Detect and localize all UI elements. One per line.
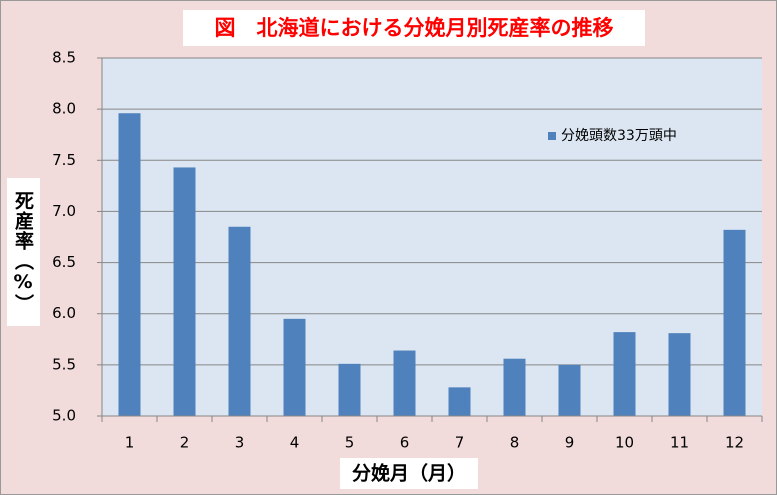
x-tick-label: 3 [235, 434, 245, 452]
x-tick-label: 12 [725, 434, 744, 452]
bar [558, 364, 581, 416]
y-tick-label: 8.0 [52, 100, 76, 118]
bar [118, 113, 141, 416]
x-tick-label: 6 [400, 434, 410, 452]
x-tick-label: 7 [455, 434, 465, 452]
bar [393, 350, 416, 416]
plot-area [102, 58, 762, 416]
y-tick-label: 5.0 [52, 407, 76, 425]
x-tick-label: 1 [125, 434, 135, 452]
bar [613, 332, 636, 416]
x-axis-label: 分娩月（月） [352, 462, 466, 485]
bar [338, 363, 361, 416]
legend-label: 分娩頭数33万頭中 [561, 128, 677, 144]
legend-swatch [548, 132, 556, 140]
x-tick-label: 9 [565, 434, 575, 452]
y-tick-label: 7.0 [52, 202, 76, 220]
bar [723, 229, 746, 416]
y-tick-label: 7.5 [52, 151, 76, 169]
bar [503, 358, 526, 416]
x-tick-label: 2 [180, 434, 190, 452]
bar [173, 167, 196, 416]
x-tick-label: 4 [290, 434, 300, 452]
bar [283, 318, 306, 416]
bar [228, 226, 251, 416]
x-tick-label: 10 [615, 434, 634, 452]
y-axis-label: 死産率（%） [7, 178, 40, 326]
bar [668, 333, 691, 416]
x-tick-label: 11 [670, 434, 689, 452]
y-tick-label: 5.5 [52, 355, 76, 373]
y-tick-label: 6.0 [52, 304, 76, 322]
title-box [183, 10, 645, 46]
chart-title: 図 北海道における分娩月別死産率の推移 [215, 16, 614, 40]
x-tick-label: 5 [345, 434, 355, 452]
y-tick-label: 8.5 [52, 49, 76, 67]
bar [448, 387, 471, 416]
x-tick-label: 8 [510, 434, 520, 452]
x-label-box [340, 458, 478, 489]
y-tick-label: 6.5 [52, 253, 76, 271]
